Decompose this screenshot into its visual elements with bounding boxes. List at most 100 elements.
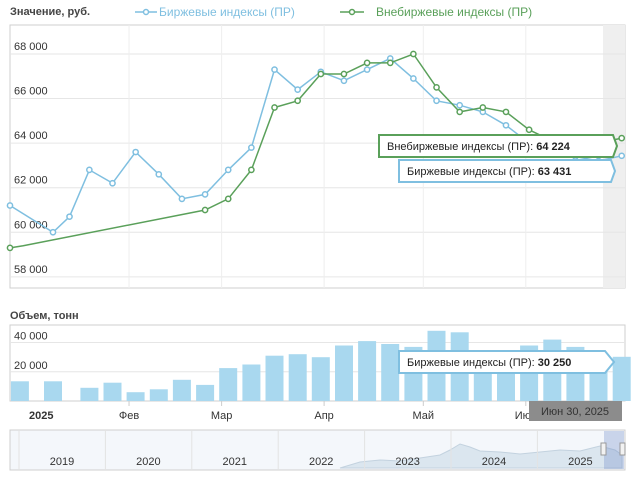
data-point[interactable] [456,108,464,116]
volume-bar[interactable] [612,356,631,401]
navigator-year-label: 2019 [50,456,74,468]
volume-axis-title: Объем, тонн [10,310,79,322]
navigator-year-label: 2025 [568,456,592,468]
data-point[interactable] [66,213,73,221]
price-tick-label: 66 000 [14,86,48,98]
data-point[interactable] [502,108,510,116]
legend-item-exchange[interactable]: Биржевые индексы (ПР) [135,5,295,19]
tooltip-volume: Биржевые индексы (ПР): 30 250 [398,350,616,374]
volume-tick-label: 20 000 [14,360,48,372]
data-point[interactable] [248,144,255,151]
volume-bar[interactable] [265,355,284,401]
tooltip-label: Биржевые индексы (ПР): [407,166,538,178]
year-label: 2025 [29,410,53,422]
navigator-year-label: 2024 [482,456,506,468]
data-point[interactable] [178,195,186,203]
legend-label-exchange: Биржевые индексы (ПР) [159,5,295,19]
volume-bar[interactable] [44,381,62,401]
data-point[interactable] [433,84,440,91]
volume-bar[interactable] [10,381,29,401]
data-point[interactable] [340,77,348,85]
data-point[interactable] [201,191,209,198]
data-point[interactable] [618,134,626,142]
volume-bar[interactable] [311,357,330,401]
data-point[interactable] [456,101,464,109]
volume-bar[interactable] [335,345,353,402]
price-tick-label: 58 000 [14,264,48,276]
volume-bar[interactable] [149,389,168,401]
data-point[interactable] [49,228,57,236]
data-point[interactable] [294,86,302,93]
data-point[interactable] [410,75,417,82]
tooltip-label: Биржевые индексы (ПР): [407,357,538,369]
data-point[interactable] [317,70,325,78]
volume-bar[interactable] [381,344,400,401]
x-axis: 2025 Фев Мар Апр Май Июн Июн 30, 2025 [29,401,622,422]
data-point[interactable] [224,195,232,203]
volume-bar[interactable] [172,379,191,401]
volume-bar[interactable] [219,368,238,401]
tooltip-value: 30 250 [538,357,572,369]
navigator-series-area [339,443,623,469]
volume-bar[interactable] [196,384,215,401]
data-point[interactable] [363,66,371,73]
price-axis-title: Значение, руб. [10,6,90,18]
data-point[interactable] [479,104,487,111]
legend-label-otc: Внебиржевые индексы (ПР) [376,5,532,19]
data-point[interactable] [155,170,163,178]
volume-bar[interactable] [80,387,99,401]
price-tick-label: 68 000 [14,41,48,53]
tooltip-value: 64 224 [536,141,571,153]
data-point[interactable] [340,70,348,78]
data-point[interactable] [271,66,278,73]
price-plot: 58 000 60 000 62 000 64 000 66 000 68 000 Вне… [6,24,626,289]
navigator-selection[interactable] [604,431,624,469]
data-point[interactable] [109,179,116,187]
data-point[interactable] [86,166,93,174]
price-tick-label: 62 000 [14,175,48,187]
data-point[interactable] [433,97,440,105]
legend: Биржевые индексы (ПР) Внебиржевые индекс… [135,5,532,19]
navigator-handle-left[interactable] [600,442,607,456]
data-point[interactable] [6,202,14,209]
tooltip-text: Биржевые индексы (ПР): 30 250 [407,357,571,369]
crosshair-date: Июн 30, 2025 [541,406,609,418]
navigator-handle-right[interactable] [619,442,626,456]
data-point[interactable] [502,121,510,129]
navigator-year-label: 2022 [309,456,333,468]
volume-bar[interactable] [288,354,307,401]
data-point[interactable] [271,104,278,111]
data-point[interactable] [6,244,14,252]
navigator-year-label: 2020 [136,456,160,468]
data-point[interactable] [294,97,302,105]
navigator-year-label: 2023 [395,456,419,468]
data-point[interactable] [224,166,232,174]
tooltip-label: Внебиржевые индексы (ПР): [387,141,536,153]
data-point[interactable] [525,126,533,134]
month-label: Апр [314,410,333,422]
legend-item-otc[interactable]: Внебиржевые индексы (ПР) [340,5,532,19]
volume-bar[interactable] [358,341,377,401]
tooltip-text: Внебиржевые индексы (ПР): 64 224 [387,141,571,153]
price-tick-label: 64 000 [14,130,48,142]
volume-bar[interactable] [126,392,145,401]
navigator-year-label: 2021 [223,456,247,468]
data-point[interactable] [618,152,626,160]
data-point[interactable] [386,59,394,67]
tooltip-exchange: Биржевые индексы (ПР): 63 431 [398,159,617,183]
navigator[interactable]: 2019 2020 2021 2022 2023 2024 2025 [9,429,626,471]
crosshair-label: Июн 30, 2025 [529,401,622,421]
volume-bar[interactable] [242,364,261,402]
volume-tick-label: 40 000 [14,331,48,343]
data-point[interactable] [410,50,417,58]
price-tick-label: 60 000 [14,219,48,231]
volume-bar[interactable] [103,382,122,401]
tooltip-text: Биржевые индексы (ПР): 63 431 [407,166,571,178]
data-point[interactable] [248,166,255,174]
tooltip-value: 63 431 [538,166,572,178]
data-point[interactable] [363,59,371,67]
data-point[interactable] [132,148,139,156]
data-point[interactable] [201,206,209,214]
